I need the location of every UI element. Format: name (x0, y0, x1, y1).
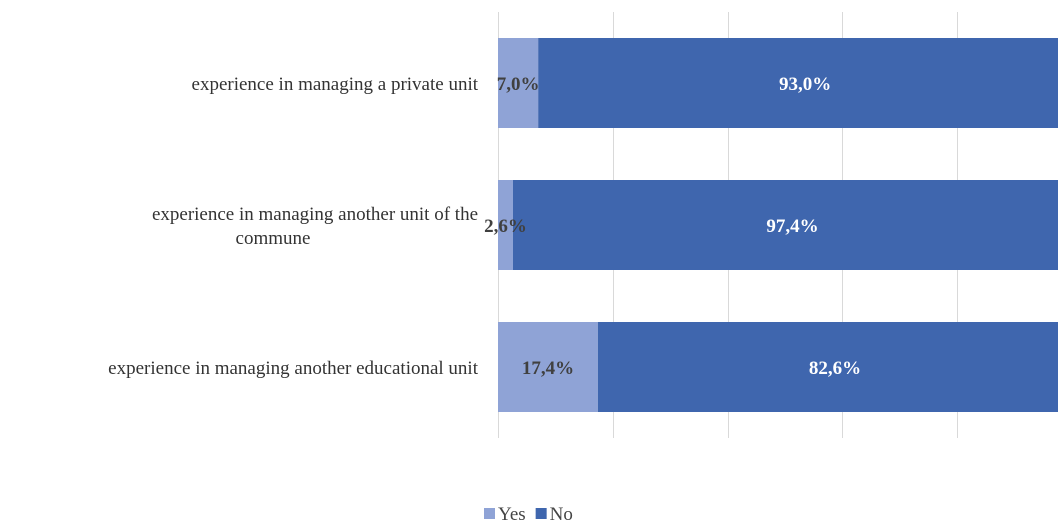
bars (498, 38, 1058, 412)
data-label-no-0: 93,0% (779, 74, 831, 95)
bar-no-2 (597, 322, 1058, 412)
legend-swatch-no (535, 508, 547, 519)
data-label-yes-0: 7,0% (497, 74, 540, 95)
bar-no-0 (538, 38, 1058, 128)
category-label-2: experience in managing another education… (108, 358, 479, 379)
category-label-1: experience in managing another unit of t… (152, 204, 478, 249)
bar-yes-2 (498, 322, 598, 412)
legend-label-yes: Yes (498, 504, 526, 525)
data-labels: 7,0% 93,0% 2,6% 97,4% 17,4% 82,6% (484, 74, 861, 379)
data-label-no-1: 97,4% (766, 216, 818, 237)
bar-no-1 (512, 180, 1058, 270)
data-label-yes-1: 2,6% (484, 216, 527, 237)
data-label-yes-2: 17,4% (522, 358, 574, 379)
data-label-no-2: 82,6% (809, 358, 861, 379)
category-labels: experience in managing a private unit exp… (108, 74, 479, 379)
legend: Yes No (484, 504, 573, 525)
legend-label-no: No (550, 504, 573, 525)
legend-swatch-yes (484, 508, 495, 519)
bar-yes-1 (498, 180, 513, 270)
bar-yes-0 (498, 38, 539, 128)
category-label-0: experience in managing a private unit (192, 74, 479, 95)
